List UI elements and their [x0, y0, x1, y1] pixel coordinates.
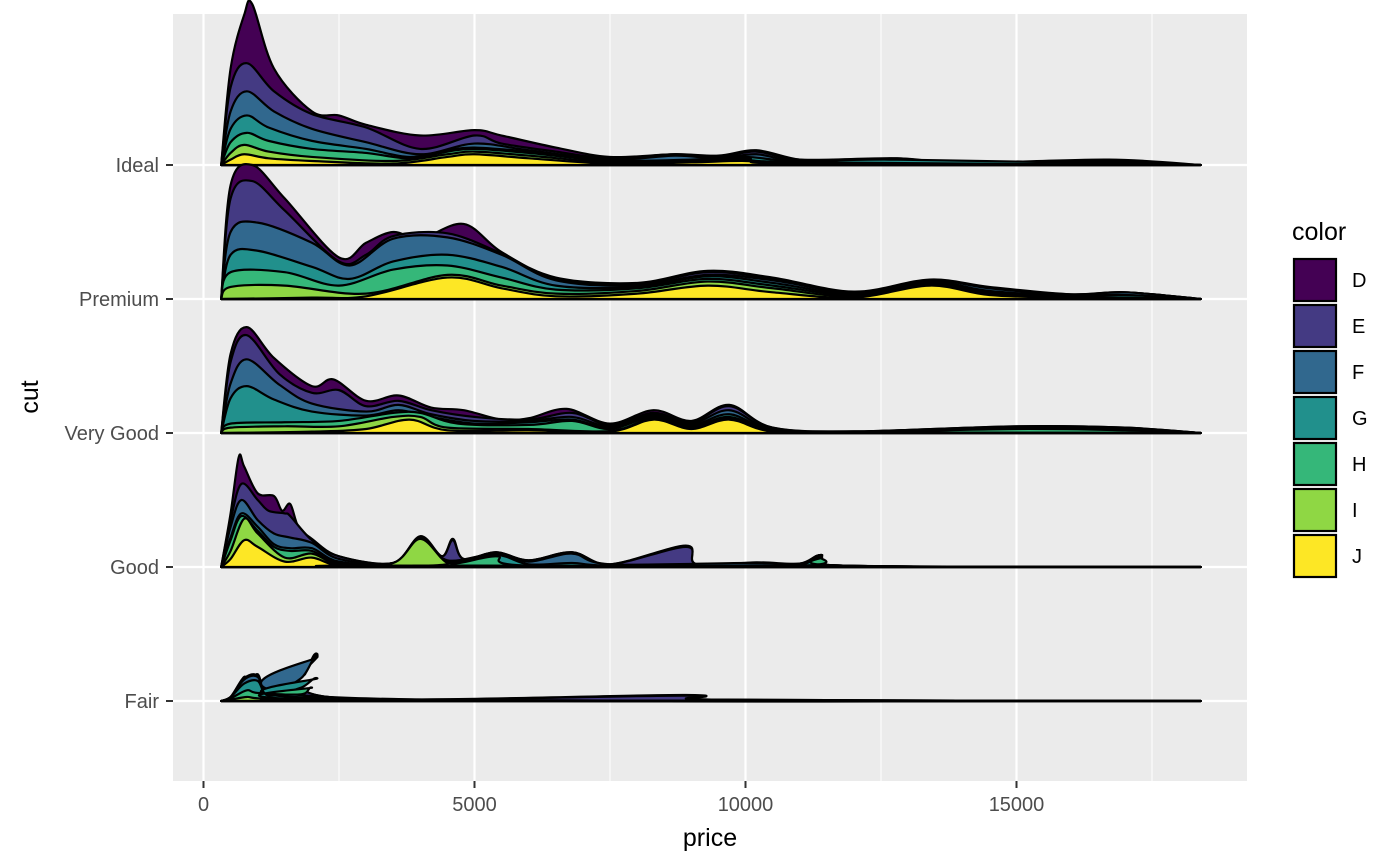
legend-title: color	[1292, 218, 1346, 246]
legend-label-H: H	[1352, 454, 1366, 476]
legend-label-G: G	[1352, 408, 1368, 430]
legend-key-I	[1292, 487, 1338, 533]
density-area-J	[220, 418, 1202, 435]
legend: color D E F G H I J	[1292, 218, 1368, 579]
y-axis: Ideal Premium Very Good Good Fair	[64, 155, 173, 713]
ridges-layer	[220, 0, 1202, 703]
y-tick-label: Premium	[79, 289, 159, 311]
x-axis-title: price	[683, 824, 737, 852]
x-tick-label: 15000	[989, 794, 1045, 816]
density-area-J	[220, 153, 1202, 167]
y-tick-label: Ideal	[116, 155, 159, 177]
x-tick-label: 0	[198, 794, 209, 816]
legend-label-D: D	[1352, 270, 1366, 292]
ridge-premium	[220, 162, 1202, 301]
legend-label-J: J	[1352, 546, 1362, 568]
legend-label-E: E	[1352, 316, 1365, 338]
legend-key-J	[1292, 533, 1338, 579]
density-area-J	[220, 276, 1202, 301]
y-tick-label: Very Good	[64, 423, 159, 445]
ridge-very-good	[220, 326, 1202, 435]
density-area-J	[220, 538, 1202, 569]
legend-key-F	[1292, 349, 1338, 395]
legend-key-H	[1292, 441, 1338, 487]
x-axis: 0 5000 10000 15000	[198, 781, 1044, 816]
y-axis-title: cut	[16, 380, 44, 413]
legend-label-F: F	[1352, 362, 1364, 384]
ridge-fair	[220, 652, 1202, 703]
x-tick-label: 10000	[718, 794, 774, 816]
legend-label-I: I	[1352, 500, 1358, 522]
ridge-ideal	[220, 0, 1202, 167]
legend-key-G	[1292, 395, 1338, 441]
y-tick-label: Fair	[125, 691, 160, 713]
y-tick-label: Good	[110, 557, 159, 579]
legend-key-D	[1292, 257, 1338, 303]
legend-key-E	[1292, 303, 1338, 349]
x-tick-label: 5000	[452, 794, 497, 816]
ridge-good	[220, 453, 1202, 569]
